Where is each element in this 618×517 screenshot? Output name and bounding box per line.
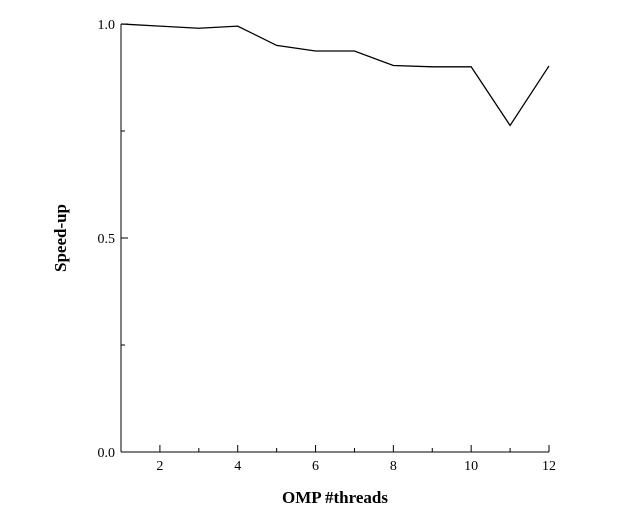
x-axis-ticks: 2 4 6 8 10 12 bbox=[120, 445, 556, 474]
x-tick-label: 10 bbox=[464, 459, 478, 474]
x-tick-label: 8 bbox=[390, 459, 397, 474]
speedup-series-line bbox=[120, 23, 550, 127]
y-axis-ticks: 0.0 0.5 1.0 bbox=[98, 18, 128, 461]
x-tick-label: 4 bbox=[234, 459, 241, 474]
x-tick-label: 12 bbox=[542, 459, 556, 474]
x-tick-label: 2 bbox=[156, 459, 163, 474]
x-axis-title: OMP #threads bbox=[282, 488, 388, 507]
y-axis-title: Speed-up bbox=[51, 204, 70, 272]
y-tick-label: 1.0 bbox=[98, 18, 116, 33]
y-tick-label: 0.5 bbox=[98, 232, 116, 247]
y-tick-label: 0.0 bbox=[98, 446, 116, 461]
series-layer bbox=[120, 23, 550, 127]
x-tick-label: 6 bbox=[312, 459, 319, 474]
